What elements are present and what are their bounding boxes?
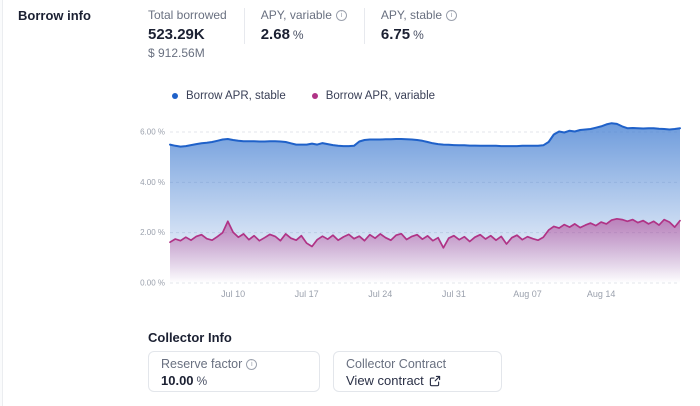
legend-label: Borrow APR, variable xyxy=(325,90,436,102)
stat-label-text: APY, stable xyxy=(380,8,443,22)
percent-sign: % xyxy=(292,28,304,42)
x-axis-tick-label: Aug 07 xyxy=(513,289,542,299)
area-variable xyxy=(170,218,680,283)
x-axis-tick-label: Jul 17 xyxy=(295,289,319,299)
page-title: Borrow info xyxy=(18,8,91,23)
y-axis-tick-label: 2.00 % xyxy=(140,228,165,237)
chart-legend: Borrow APR, stable Borrow APR, variable xyxy=(172,90,435,102)
borrow-apr-chart[interactable]: 0.00 % 2.00 % 4.00 % 6.00 % Jul 10 Jul 17 Jul … xyxy=(140,104,700,304)
x-axis-tick-label: Jul 10 xyxy=(221,289,245,299)
legend-dot-variable xyxy=(311,93,318,99)
y-axis-tick-label: 6.00 % xyxy=(140,127,165,136)
x-axis-tick-label: Jul 24 xyxy=(368,289,392,299)
stat-label-text: APY, variable xyxy=(260,8,332,22)
stat-apy-variable-label: APY, variable i xyxy=(261,8,347,22)
percent-sign: % xyxy=(413,28,424,42)
stats-row: Total borrowed 523.29K $ 912.56M APY, va… xyxy=(148,8,474,60)
stat-total-borrowed: Total borrowed 523.29K $ 912.56M xyxy=(148,8,244,60)
stat-value-text: 2.68 xyxy=(260,26,290,43)
reserve-factor-card: Reserve factor i 10.00% xyxy=(148,351,320,392)
stat-apy-stable: APY, stable i 6.75% xyxy=(363,8,474,44)
legend-dot-stable xyxy=(172,93,178,99)
line-variable xyxy=(169,217,681,249)
stat-apy-variable-value: 2.68% xyxy=(261,26,347,43)
card-value-text: 10.00 xyxy=(161,373,194,388)
view-contract-link[interactable]: View contract xyxy=(346,373,489,388)
stat-value-text: 6.75 xyxy=(380,26,411,43)
stat-total-borrowed-label: Total borrowed xyxy=(148,8,227,22)
card-label-text: Reserve factor xyxy=(161,357,243,371)
stat-apy-stable-label: APY, stable i xyxy=(380,8,458,22)
stat-apy-stable-value: 6.75% xyxy=(381,26,457,43)
line-stable xyxy=(169,122,681,148)
external-link-icon xyxy=(429,375,440,386)
legend-item-stable: Borrow APR, stable xyxy=(172,90,286,102)
x-axis-tick-label: Jul 31 xyxy=(442,289,466,299)
legend-item-variable: Borrow APR, variable xyxy=(311,90,436,102)
legend-label: Borrow APR, stable xyxy=(186,90,286,102)
y-axis-tick-label: 0.00 % xyxy=(140,279,165,288)
reserve-factor-value: 10.00% xyxy=(161,373,307,388)
y-axis-tick-label: 4.00 % xyxy=(140,178,165,187)
panel-left-divider xyxy=(0,0,3,406)
info-icon[interactable]: i xyxy=(446,9,458,21)
reserve-factor-label: Reserve factor i xyxy=(161,357,307,371)
info-icon[interactable]: i xyxy=(335,9,347,21)
collector-contract-card: Collector Contract View contract xyxy=(333,351,502,392)
collector-info-title: Collector Info xyxy=(148,330,232,345)
percent-sign: % xyxy=(196,374,208,388)
chart-svg[interactable]: 0.00 % 2.00 % 4.00 % 6.00 % Jul 10 Jul 17 Jul … xyxy=(140,104,700,304)
info-icon[interactable]: i xyxy=(246,358,258,370)
collector-contract-label: Collector Contract xyxy=(346,357,447,371)
stat-total-borrowed-value: 523.29K xyxy=(148,26,227,43)
stat-apy-variable: APY, variable i 2.68% xyxy=(243,8,364,44)
stat-value-text: 523.29K xyxy=(148,26,205,43)
stat-total-borrowed-usd: $ 912.56M xyxy=(148,46,205,60)
x-axis-tick-label: Aug 14 xyxy=(587,289,616,299)
link-text: View contract xyxy=(346,373,424,388)
stat-label-text: Total borrowed xyxy=(148,8,227,22)
